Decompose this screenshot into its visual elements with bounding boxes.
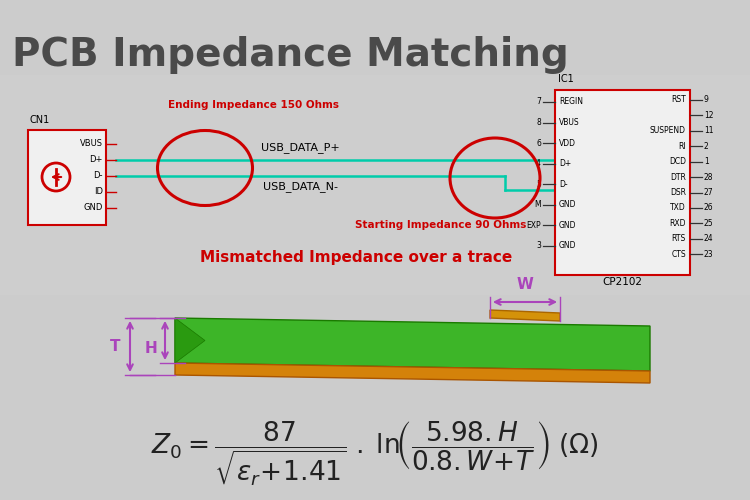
Polygon shape	[175, 363, 650, 383]
Text: RTS: RTS	[672, 234, 686, 243]
Text: RST: RST	[671, 96, 686, 104]
Text: 26: 26	[704, 204, 714, 212]
Text: VBUS: VBUS	[559, 118, 580, 127]
Text: VDD: VDD	[559, 138, 576, 147]
Text: TXD: TXD	[670, 204, 686, 212]
Bar	[555, 90, 690, 275]
Text: DCD: DCD	[669, 157, 686, 166]
Text: CN1: CN1	[30, 115, 50, 125]
Text: 7: 7	[536, 98, 541, 106]
Text: CP2102: CP2102	[602, 277, 643, 287]
Text: D-: D-	[94, 172, 103, 180]
Text: DSR: DSR	[670, 188, 686, 197]
Text: GND: GND	[559, 200, 577, 209]
Text: GND: GND	[559, 242, 577, 250]
Text: 25: 25	[704, 219, 714, 228]
Text: 12: 12	[704, 111, 713, 120]
Text: W: W	[517, 277, 533, 292]
Text: Ending Impedance 150 Ohms: Ending Impedance 150 Ohms	[168, 100, 339, 110]
Text: D+: D+	[559, 159, 572, 168]
Text: 1: 1	[704, 157, 709, 166]
Text: 24: 24	[704, 234, 714, 243]
Text: USB_DATA_N-: USB_DATA_N-	[262, 181, 338, 192]
Text: 27: 27	[704, 188, 714, 197]
Text: PCB Impedance Matching: PCB Impedance Matching	[12, 36, 568, 74]
Polygon shape	[175, 318, 650, 371]
Text: VBUS: VBUS	[80, 140, 103, 148]
Text: CTS: CTS	[671, 250, 686, 258]
Text: GND: GND	[84, 204, 103, 212]
Text: 11: 11	[704, 126, 713, 136]
Text: 4: 4	[536, 159, 541, 168]
Text: RI: RI	[678, 142, 686, 151]
Text: 23: 23	[704, 250, 714, 258]
Text: T: T	[110, 339, 120, 354]
Text: IC1: IC1	[558, 74, 574, 84]
Text: $Z_0 = \dfrac{87}{\sqrt{\epsilon_r\!+\!1.41}}\;.\;\mathrm{ln}\!\left(\dfrac{5.98: $Z_0 = \dfrac{87}{\sqrt{\epsilon_r\!+\!1…	[152, 419, 598, 487]
Polygon shape	[490, 310, 560, 321]
Text: EXP: EXP	[526, 221, 541, 230]
Text: 6: 6	[536, 138, 541, 147]
Text: ID: ID	[94, 188, 103, 196]
Bar	[0, 75, 750, 295]
Text: D-: D-	[559, 180, 568, 188]
Text: RXD: RXD	[670, 219, 686, 228]
Text: GND: GND	[559, 221, 577, 230]
Bar	[28, 130, 106, 225]
Text: Starting Impedance 90 Ohms: Starting Impedance 90 Ohms	[355, 220, 526, 230]
Text: USB_DATA_P+: USB_DATA_P+	[261, 142, 339, 153]
Text: SUSPEND: SUSPEND	[650, 126, 686, 136]
Text: DTR: DTR	[670, 172, 686, 182]
Text: 9: 9	[704, 96, 709, 104]
Text: M: M	[534, 200, 541, 209]
Text: 8: 8	[536, 118, 541, 127]
Text: D+: D+	[90, 156, 103, 164]
Polygon shape	[175, 318, 205, 363]
Text: REGIN: REGIN	[559, 98, 583, 106]
Text: Mismatched Impedance over a trace: Mismatched Impedance over a trace	[200, 250, 512, 265]
Text: 5: 5	[536, 180, 541, 188]
Text: 2: 2	[704, 142, 709, 151]
Text: 3: 3	[536, 242, 541, 250]
Text: H: H	[144, 341, 157, 356]
Text: 28: 28	[704, 172, 713, 182]
